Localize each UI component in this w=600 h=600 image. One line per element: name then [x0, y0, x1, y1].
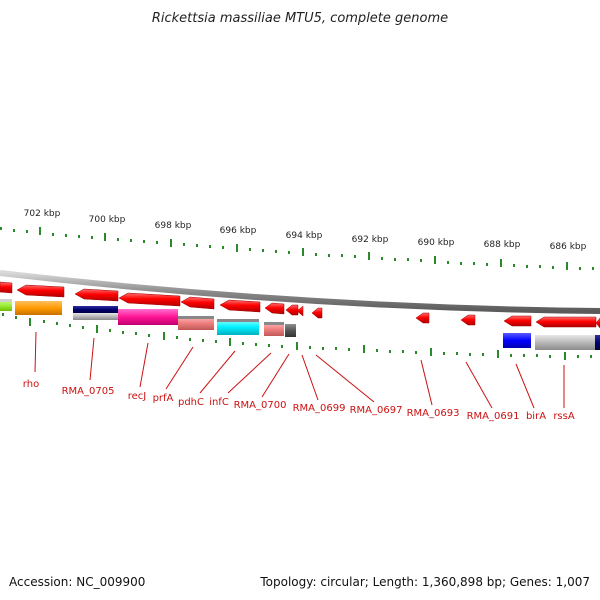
gene-label: RMA_0700	[234, 400, 287, 411]
gene-arrow	[118, 292, 181, 307]
scale-label: 696 kbp	[220, 226, 257, 236]
cog-block	[15, 301, 62, 315]
cog-block	[503, 333, 531, 348]
gene-arrow	[460, 314, 476, 326]
gene-label: rho	[23, 379, 39, 390]
scale-labels: 702 kbp 700 kbp 698 kbp 696 kbp 694 kbp …	[24, 209, 587, 252]
gene-arrows-strand-1	[0, 281, 600, 329]
scale-tick-major	[368, 252, 370, 260]
cog-block	[535, 335, 595, 350]
cog-blocks	[0, 299, 600, 350]
cog-block-cap	[178, 316, 214, 319]
scale-label: 702 kbp	[24, 209, 61, 219]
gene-label: RMA_0691	[467, 411, 520, 422]
cog-block-cap	[0, 299, 12, 302]
gene-arrow	[535, 316, 597, 328]
gene-label: RMA_0693	[407, 408, 460, 419]
accession-text: Accession: NC_009900	[9, 575, 145, 589]
scale-tick-major	[434, 256, 436, 264]
lower-tick-major	[229, 338, 231, 346]
gene-label: RMA_0705	[62, 386, 115, 397]
leader-line-bira	[515, 363, 535, 409]
cog-block	[73, 313, 118, 320]
scale-tick-major	[302, 248, 304, 256]
gene-label: rssA	[553, 411, 575, 422]
gene-label: birA	[526, 411, 546, 422]
scale-label: 698 kbp	[155, 221, 192, 231]
genome-backbone	[0, 270, 600, 314]
leader-line-rma-0699	[301, 354, 319, 401]
leader-line-rma-0705	[89, 337, 95, 381]
gene-label: pdhC	[178, 397, 204, 408]
cog-block	[264, 322, 284, 336]
leader-line-pdhc	[199, 350, 236, 394]
cog-block	[178, 316, 214, 330]
scale-tick-major	[104, 233, 106, 241]
scale-label: 692 kbp	[352, 235, 389, 245]
gene-arrow	[296, 305, 304, 317]
gene-arrow	[0, 281, 13, 294]
gene-labels: rho RMA_0705 recJ prfA pdhC infC RMA_070…	[23, 379, 575, 422]
leader-line-prfa	[165, 346, 194, 390]
lower-tick-major	[430, 348, 432, 356]
cog-block-cap	[217, 319, 259, 322]
gene-arrow	[285, 304, 299, 316]
gene-label: RMA_0697	[350, 405, 403, 416]
gene-arrow	[16, 284, 65, 298]
leader-line-rma-0697	[315, 354, 375, 403]
gene-arrow	[264, 302, 285, 315]
lower-tick-major	[29, 318, 31, 326]
gene-arrow	[595, 317, 600, 329]
scale-tick-major	[39, 227, 41, 235]
gene-arrow	[311, 307, 323, 319]
leader-line-rho	[34, 331, 37, 373]
gene-leader-lines	[34, 331, 565, 409]
gene-label: RMA_0699	[293, 403, 346, 414]
leader-line-rma-0700	[261, 353, 290, 398]
leader-line-rma-0693	[420, 359, 433, 406]
gene-arrow	[74, 288, 119, 302]
lower-tick-major	[564, 352, 566, 360]
topology-text: Topology: circular; Length: 1,360,898 bp…	[259, 575, 590, 589]
scale-tick-major	[500, 259, 502, 267]
leader-line-rma-0691	[465, 361, 493, 409]
leader-line-recj	[139, 342, 149, 388]
lower-tick-major	[296, 342, 298, 350]
scale-tick-major	[170, 239, 172, 247]
scale-tick-major	[566, 262, 568, 270]
scale-label: 694 kbp	[286, 231, 323, 241]
lower-tick-major	[497, 350, 499, 358]
gene-arrow	[219, 299, 261, 313]
gene-label: recJ	[128, 391, 147, 402]
cog-block	[285, 324, 296, 337]
lower-tick-major	[163, 332, 165, 340]
gene-arrow	[415, 312, 430, 324]
gene-arrow	[180, 296, 215, 310]
leader-line-infc	[227, 352, 272, 394]
scale-label: 690 kbp	[418, 238, 455, 248]
lower-tick-major	[363, 345, 365, 353]
cog-block	[118, 309, 178, 325]
gene-label: infC	[209, 397, 229, 408]
cog-block	[595, 335, 600, 350]
cog-block-cap	[264, 322, 284, 325]
scale-tick-major	[236, 244, 238, 252]
scale-label: 700 kbp	[89, 215, 126, 225]
cog-block	[217, 319, 259, 335]
scale-label: 686 kbp	[550, 242, 587, 252]
lower-ticks	[2, 313, 592, 360]
lower-tick-major	[96, 325, 98, 333]
map-title: Rickettsia massiliae MTU5, complete geno…	[152, 11, 448, 26]
gene-label: prfA	[153, 393, 174, 404]
scale-label: 688 kbp	[484, 240, 521, 250]
scale-ticks	[0, 227, 594, 270]
gene-arrow	[503, 315, 532, 327]
cog-block	[73, 306, 118, 313]
